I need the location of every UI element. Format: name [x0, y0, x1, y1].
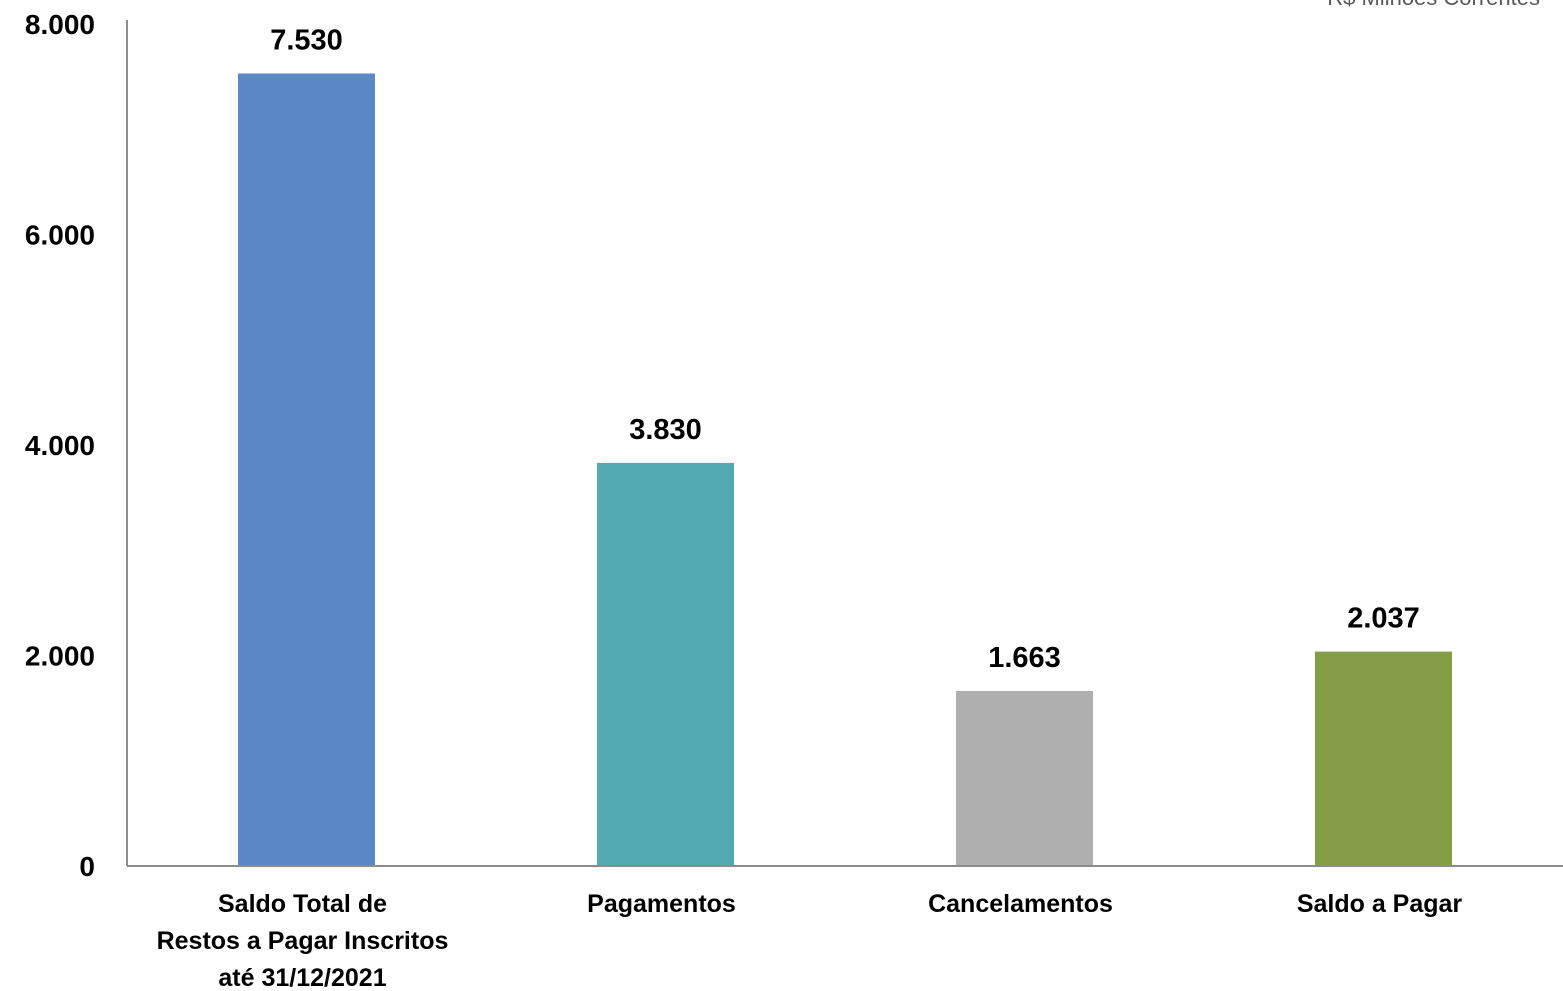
y-tick-label: 4.000: [25, 430, 95, 461]
data-label: 3.830: [629, 414, 702, 446]
x-tick-label: até 31/12/2021: [218, 964, 386, 991]
x-tick-label: Cancelamentos: [928, 890, 1113, 918]
bar: [956, 690, 1093, 866]
bar: [238, 73, 375, 866]
y-tick-label: 2.000: [25, 641, 95, 672]
data-label: 7.530: [270, 24, 343, 56]
y-tick-label: 8.000: [25, 9, 95, 40]
y-tick-label: 6.000: [25, 220, 95, 251]
x-tick-label: Saldo Total de: [218, 890, 387, 918]
y-axis-ticks: 0 2.000 4.000 6.000 8.000: [25, 9, 95, 882]
x-tick-label: Restos a Pagar Inscritos: [157, 927, 449, 955]
x-tick-label: Pagamentos: [587, 890, 736, 918]
unit-note: R$ Milhões Correntes: [1327, 0, 1540, 10]
bar: [1315, 651, 1452, 866]
data-label: 2.037: [1347, 603, 1420, 635]
value-labels: 7.530 3.830 1.663 2.037: [270, 24, 1420, 674]
data-label: 1.663: [988, 642, 1061, 674]
y-tick-label: 0: [79, 851, 95, 882]
bars: [238, 73, 1452, 866]
x-tick-label: Saldo a Pagar: [1297, 890, 1463, 918]
bar: [597, 462, 734, 866]
x-axis-labels: Saldo Total de Restos a Pagar Inscritos at…: [157, 890, 1463, 991]
